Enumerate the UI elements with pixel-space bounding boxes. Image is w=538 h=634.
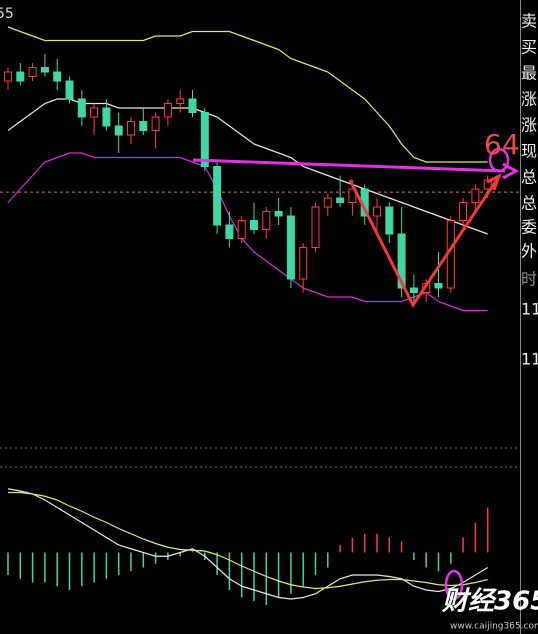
- indicator-line: [7, 98, 488, 235]
- candle-body: [4, 71, 12, 82]
- side-label: 11: [521, 350, 538, 369]
- candle-body: [286, 215, 295, 280]
- candle-body: [397, 233, 406, 289]
- candle-body: [348, 188, 357, 203]
- candle-body: [176, 98, 185, 104]
- side-label: 总: [521, 168, 537, 187]
- indicator-line: [8, 491, 488, 590]
- candle-body: [237, 220, 246, 239]
- watermark-url: www.caijing365.com: [450, 622, 538, 632]
- side-label: 买: [521, 38, 537, 57]
- highlight-circle: [488, 147, 510, 173]
- candle-body: [274, 211, 283, 217]
- candle-body: [323, 197, 332, 208]
- candle-body: [53, 71, 62, 82]
- candle-body: [373, 206, 381, 217]
- arrow-head: [486, 172, 502, 191]
- candle-body: [471, 188, 480, 203]
- trend-line: [192, 158, 506, 173]
- corner-label: 55: [0, 6, 14, 22]
- indicator-line: [7, 26, 488, 163]
- side-label: 卖: [521, 12, 537, 31]
- side-label: 最: [521, 64, 537, 83]
- wave-line: [348, 177, 500, 308]
- candle-body: [225, 224, 234, 239]
- indicator-line: [7, 152, 488, 312]
- candle-body: [459, 202, 468, 221]
- candle-body: [434, 283, 443, 289]
- side-label: 总: [521, 194, 537, 213]
- candle-body: [28, 67, 37, 77]
- candle-body: [16, 71, 25, 82]
- candle-body: [311, 206, 320, 248]
- side-label: 外: [521, 242, 537, 261]
- side-label: 现: [521, 142, 537, 161]
- candle-body: [213, 166, 222, 226]
- candle-body: [409, 287, 418, 293]
- candle-body: [40, 67, 49, 73]
- candle-body: [336, 197, 345, 203]
- side-label: 时: [521, 270, 537, 289]
- candle-body: [77, 98, 86, 118]
- side-label: 涨: [521, 116, 537, 135]
- highlight-circle: [444, 569, 464, 601]
- candle-body: [385, 206, 394, 235]
- indicator-line: [7, 488, 489, 600]
- annotation: 64: [484, 128, 520, 161]
- candle-body: [90, 107, 99, 118]
- candle-body: [139, 121, 148, 131]
- candle-body: [65, 80, 74, 100]
- watermark: 财经365: [441, 587, 538, 617]
- candle-body: [114, 125, 123, 136]
- candle-body: [151, 116, 160, 131]
- candle-body: [127, 121, 135, 136]
- candle-body: [262, 211, 271, 230]
- candle-body: [200, 112, 209, 167]
- candle-body: [102, 107, 111, 127]
- candle-body: [299, 247, 308, 280]
- candle-body: [163, 103, 172, 118]
- side-label: 11: [521, 300, 538, 319]
- side-label: 委: [521, 218, 537, 237]
- candle-body: [250, 220, 258, 230]
- candle-body: [188, 98, 197, 113]
- side-label: 涨: [521, 90, 537, 109]
